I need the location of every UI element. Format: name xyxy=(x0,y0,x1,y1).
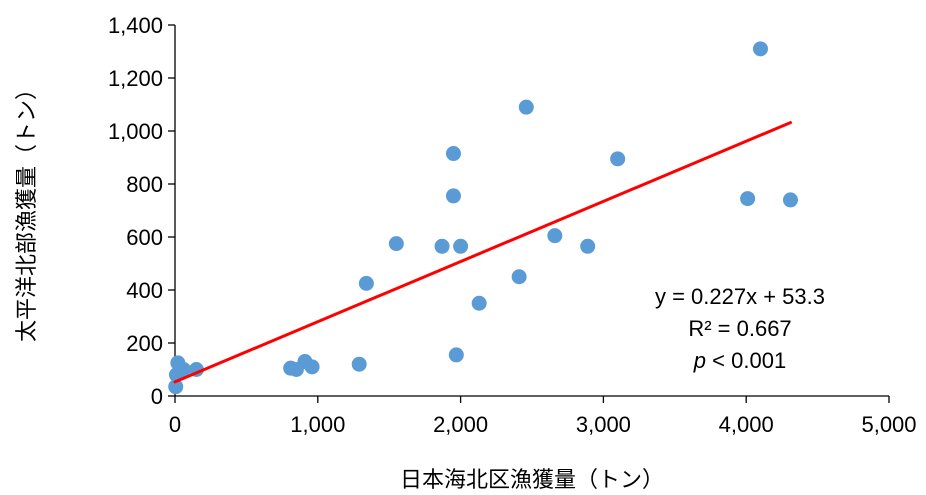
y-tick-label: 800 xyxy=(126,172,163,197)
data-point xyxy=(358,275,374,291)
x-tick-label: 2,000 xyxy=(433,412,488,437)
x-axis-title: 日本海北区漁獲量（トン） xyxy=(400,467,664,492)
y-tick-label: 1,200 xyxy=(108,66,163,91)
data-point xyxy=(388,236,404,252)
data-point xyxy=(453,238,469,254)
data-point xyxy=(752,41,768,57)
trendline xyxy=(173,121,792,384)
data-point xyxy=(471,295,487,311)
y-axis-ticks: 0 200 400 600 800 1,000 1,200 1,400 xyxy=(108,13,175,409)
data-point xyxy=(511,269,527,285)
p-value-label: p < 0.001 xyxy=(693,348,786,373)
y-tick-label: 200 xyxy=(126,331,163,356)
data-point xyxy=(445,188,461,204)
p-symbol: p xyxy=(693,348,706,373)
data-point xyxy=(176,362,192,377)
y-tick-label: 1,400 xyxy=(108,13,163,38)
y-tick-label: 0 xyxy=(151,384,163,409)
data-point xyxy=(434,238,450,254)
data-points xyxy=(168,41,798,395)
y-tick-label: 400 xyxy=(126,278,163,303)
x-axis-ticks: 0 1,000 2,000 3,000 4,000 5,000 xyxy=(169,396,917,437)
data-point xyxy=(610,151,626,167)
x-tick-label: 4,000 xyxy=(719,412,774,437)
x-tick-label: 1,000 xyxy=(290,412,345,437)
data-point xyxy=(547,228,563,244)
data-point xyxy=(580,238,596,254)
data-point xyxy=(740,191,756,207)
data-point xyxy=(445,146,461,162)
x-tick-label: 5,000 xyxy=(861,412,916,437)
r-squared-label: R² = 0.667 xyxy=(688,316,791,341)
data-point xyxy=(304,359,320,375)
data-point xyxy=(518,99,534,115)
trendline-equation: y = 0.227x + 53.3 xyxy=(655,284,825,309)
plot-area xyxy=(174,25,889,397)
x-tick-label: 3,000 xyxy=(576,412,631,437)
y-axis-title: 太平洋北部漁獲量（トン） xyxy=(14,78,39,342)
trendline-group xyxy=(173,121,792,384)
data-point xyxy=(168,379,184,395)
y-tick-label: 600 xyxy=(126,225,163,250)
p-value: < 0.001 xyxy=(706,348,786,373)
data-point xyxy=(351,356,367,372)
y-tick-label: 1,000 xyxy=(108,119,163,144)
x-tick-label: 0 xyxy=(169,412,181,437)
data-point xyxy=(448,347,464,363)
data-point xyxy=(782,192,798,208)
